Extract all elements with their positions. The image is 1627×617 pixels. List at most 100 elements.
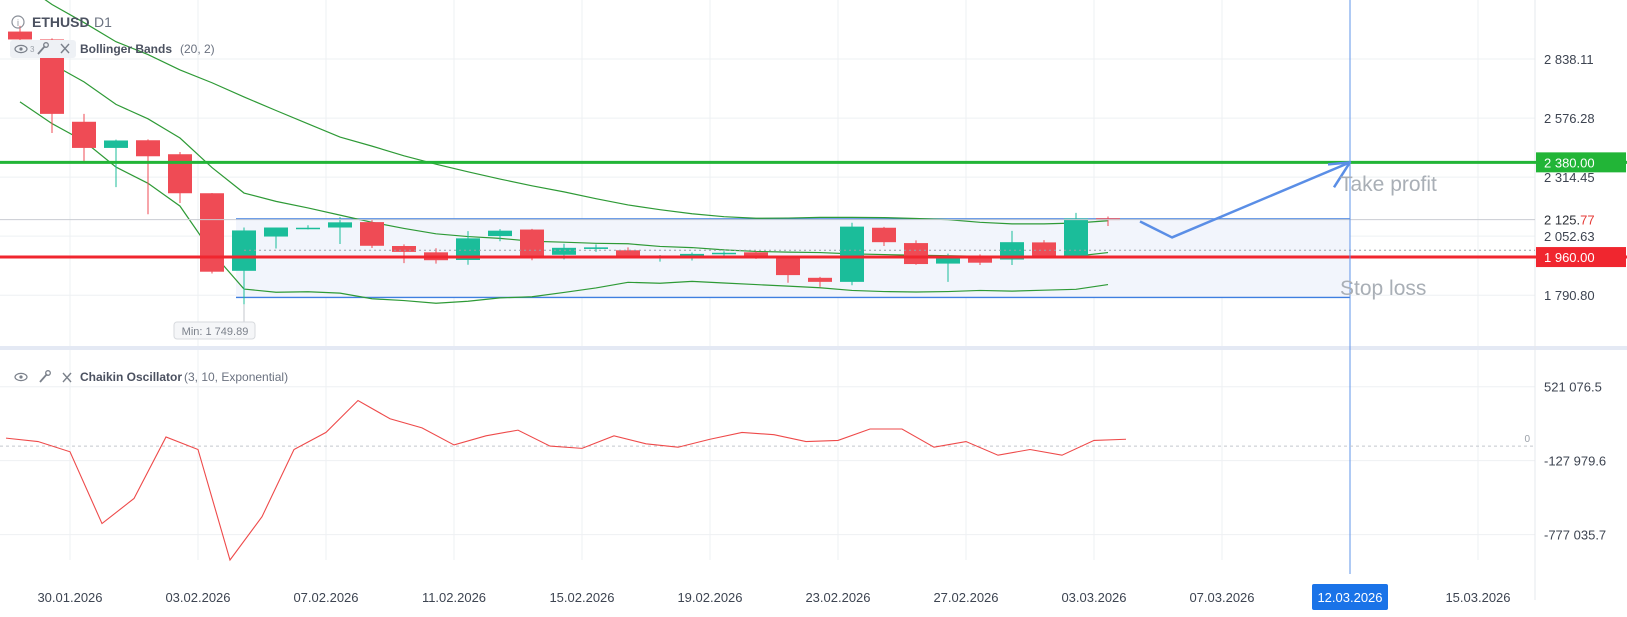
- take-profit-price-badge-text: 2 380.00: [1544, 155, 1595, 170]
- candle-body[interactable]: [776, 256, 800, 276]
- price-axis-tick: 2 052.63: [1544, 229, 1595, 244]
- candle-body[interactable]: [1032, 242, 1056, 256]
- take-profit-price-badge-bg: [1536, 152, 1626, 173]
- min-marker-label: Min: 1 749.89: [182, 326, 249, 338]
- candle[interactable]: [520, 228, 544, 261]
- close-icon[interactable]: [60, 43, 70, 54]
- candle-body[interactable]: [104, 140, 128, 148]
- symbol-name: ETHUSD: [32, 14, 90, 30]
- date-axis-tick: 07.03.2026: [1189, 590, 1254, 605]
- stop-loss-price-badge: 1 960.00: [1536, 247, 1626, 268]
- date-axis-tick: 15.03.2026: [1445, 590, 1510, 605]
- candle-body[interactable]: [456, 238, 480, 260]
- date-axis-tick: 15.02.2026: [549, 590, 614, 605]
- candle[interactable]: [1032, 240, 1056, 258]
- date-axis-tick: 07.02.2026: [293, 590, 358, 605]
- candle[interactable]: [872, 226, 896, 247]
- candle-body[interactable]: [8, 31, 32, 40]
- candle-body[interactable]: [328, 222, 352, 228]
- close-icon[interactable]: [62, 372, 72, 383]
- candle-body[interactable]: [488, 230, 512, 237]
- candle-body[interactable]: [680, 253, 704, 257]
- candle[interactable]: [264, 227, 288, 249]
- candle[interactable]: [1000, 230, 1024, 265]
- candle-body[interactable]: [168, 154, 192, 194]
- candle[interactable]: [776, 255, 800, 283]
- candle[interactable]: [840, 222, 864, 286]
- candle-body[interactable]: [584, 247, 608, 249]
- chaikin-title: Chaikin Oscillator: [80, 370, 182, 384]
- date-axis-tick: 19.02.2026: [677, 590, 742, 605]
- wrench-icon[interactable]: [37, 42, 49, 55]
- candle-body[interactable]: [392, 246, 416, 252]
- stop-loss-label: Stop loss: [1340, 277, 1426, 300]
- date-axis-tick: 27.02.2026: [933, 590, 998, 605]
- candle-body[interactable]: [360, 222, 384, 246]
- eye-icon[interactable]: [14, 44, 28, 54]
- stop-loss-price-badge-bg: [1536, 247, 1626, 268]
- price-axis-tick: 2 576.28: [1544, 111, 1595, 126]
- chaikin-oscillator: 0: [0, 399, 1535, 562]
- candle-body[interactable]: [904, 243, 928, 265]
- axes: 2 838.11 2 576.28 2 314.45 2 052.63 1 790.80…: [37, 52, 1626, 610]
- candle[interactable]: [392, 244, 416, 264]
- price-axis-tick: 1 790.80: [1544, 288, 1595, 303]
- oscillator-zero-label: 0: [1524, 434, 1530, 445]
- bollinger-legend: 3 Bollinger Bands (20, 2): [10, 40, 215, 58]
- stop-loss-price-badge-text: 1 960.00: [1544, 250, 1595, 265]
- candle-body[interactable]: [616, 250, 640, 258]
- candle-body[interactable]: [136, 140, 160, 157]
- candle[interactable]: [72, 113, 96, 163]
- candle-body[interactable]: [72, 121, 96, 148]
- date-axis-tick: 23.02.2026: [805, 590, 870, 605]
- info-icon[interactable]: [11, 15, 25, 29]
- candle-body[interactable]: [296, 227, 320, 230]
- take-profit-label: Take profit: [1340, 173, 1437, 196]
- chaikin-params: (3, 10, Exponential): [184, 370, 288, 384]
- candle[interactable]: [136, 139, 160, 215]
- candle-body[interactable]: [200, 193, 224, 272]
- candle-body[interactable]: [936, 257, 960, 264]
- candle[interactable]: [360, 220, 384, 249]
- wrench-icon[interactable]: [39, 370, 51, 383]
- info-icon-glyph: i: [17, 18, 19, 28]
- candle[interactable]: [200, 193, 224, 274]
- eye-icon-suffix: 3: [30, 45, 35, 54]
- candle-body[interactable]: [840, 226, 864, 282]
- candle-body[interactable]: [744, 252, 768, 257]
- projection-arrow[interactable]: [1139, 161, 1351, 239]
- highlighted-date-badge: 12.03.2026: [1312, 584, 1388, 610]
- oscillator-axis-tick: -127 979.6: [1544, 454, 1606, 469]
- candle[interactable]: [808, 276, 832, 287]
- candle-body[interactable]: [520, 229, 544, 257]
- candle[interactable]: [456, 231, 480, 265]
- candle-body[interactable]: [808, 277, 832, 282]
- candle[interactable]: [296, 225, 320, 230]
- date-axis-tick: 30.01.2026: [37, 590, 102, 605]
- price-axis-tick: 2 838.11: [1544, 52, 1594, 67]
- candle-body[interactable]: [872, 227, 896, 243]
- candle-body[interactable]: [1000, 242, 1024, 260]
- bollinger-params: (20, 2): [180, 42, 215, 56]
- candle-body[interactable]: [1096, 218, 1120, 221]
- bollinger-upper-line: [44, 0, 1109, 225]
- candle-body[interactable]: [552, 247, 576, 255]
- highlighted-date-bg: [1312, 584, 1388, 610]
- candle[interactable]: [1096, 216, 1120, 226]
- price-levels: Min: 1 749.89: [0, 0, 1627, 574]
- oscillator-line: [5, 399, 1127, 562]
- candle[interactable]: [904, 240, 928, 265]
- candle[interactable]: [328, 217, 352, 244]
- candle-body[interactable]: [712, 252, 736, 255]
- pane-separator[interactable]: [0, 346, 1627, 350]
- timeframe: D1: [94, 14, 112, 30]
- date-axis-tick: 03.03.2026: [1061, 590, 1126, 605]
- candle[interactable]: [488, 229, 512, 242]
- candle-body[interactable]: [968, 256, 992, 263]
- oscillator-axis-tick: 521 076.5: [1544, 380, 1602, 395]
- candle-body[interactable]: [264, 227, 288, 237]
- candle[interactable]: [168, 151, 192, 203]
- current-price-label: 2 125.77: [1544, 213, 1595, 228]
- eye-icon[interactable]: [14, 372, 28, 382]
